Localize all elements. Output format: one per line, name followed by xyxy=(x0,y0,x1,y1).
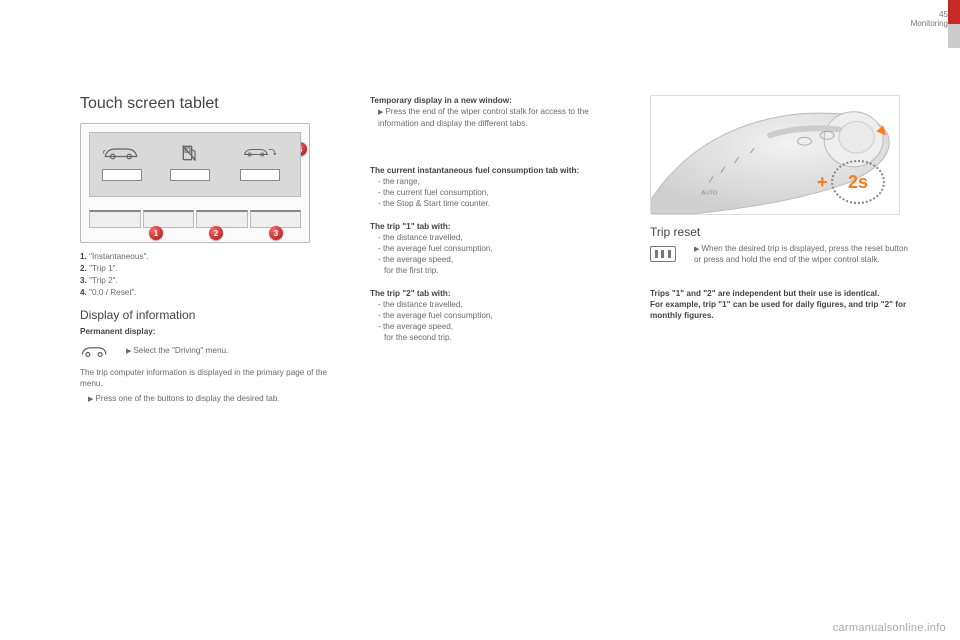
trip-reset-row: When the desired trip is displayed, pres… xyxy=(650,243,910,266)
side-tab-grey-1 xyxy=(948,24,960,36)
trip1-header: The trip "1" tab with: xyxy=(370,221,620,232)
legend-item: 2. "Trip 1". xyxy=(80,263,340,274)
list-item: the average fuel consumption, xyxy=(378,310,620,321)
bullet-3: 3 xyxy=(269,226,283,240)
value-slot-2 xyxy=(170,169,210,181)
press-tab-item: Press one of the buttons to display the … xyxy=(88,393,340,404)
bullet-1: 1 xyxy=(149,226,163,240)
temp-display-item: Press the end of the wiper control stalk… xyxy=(378,106,620,129)
value-slot-1 xyxy=(102,169,142,181)
trip2-list: the distance travelled, the average fuel… xyxy=(370,299,620,332)
page-number: 45 xyxy=(911,10,948,19)
list-item: the distance travelled, xyxy=(378,232,620,243)
fuel-pump-icon xyxy=(178,143,202,163)
odometer-reset-icon xyxy=(650,246,676,262)
list-item: the average speed, xyxy=(378,254,620,265)
trip2-footer: for the second trip. xyxy=(370,332,620,343)
temp-display-header: Temporary display in a new window: xyxy=(370,95,620,106)
trip1-footer: for the first trip. xyxy=(370,265,620,276)
current-tab-header: The current instantaneous fuel consumpti… xyxy=(370,165,620,176)
trip-reset-item: When the desired trip is displayed, pres… xyxy=(694,243,910,266)
tablet-screen xyxy=(89,132,301,197)
heading-trip-reset: Trip reset xyxy=(650,225,910,239)
car-outline-icon xyxy=(80,341,108,359)
permanent-display-label: Permanent display: xyxy=(80,326,340,337)
bullet-2: 2 xyxy=(209,226,223,240)
side-tab-grey-2 xyxy=(948,36,960,48)
tablet-tabs xyxy=(89,210,301,228)
value-slot-3 xyxy=(240,169,280,181)
column-left: Touch screen tablet 4 xyxy=(80,95,340,405)
trips-note-1: Trips "1" and "2" are independent but th… xyxy=(650,288,910,299)
side-tab-red xyxy=(948,0,960,24)
heading-touch-screen: Touch screen tablet xyxy=(80,95,340,113)
tab-trip2 xyxy=(196,210,248,228)
wiper-stalk-figure: AUTO + 2s xyxy=(650,95,900,215)
list-item: the current fuel consumption, xyxy=(378,187,620,198)
trip1-list: the distance travelled, the average fuel… xyxy=(370,232,620,265)
footer-watermark: carmanualsonline.info xyxy=(833,622,946,634)
list-item: the average speed, xyxy=(378,321,620,332)
car-icon xyxy=(102,143,140,161)
list-item: the distance travelled, xyxy=(378,299,620,310)
select-driving-row: Select the "Driving" menu. xyxy=(80,341,340,359)
section-title: Monitoring xyxy=(911,19,948,28)
legend-item: 4. "0.0 / Reset". xyxy=(80,287,340,298)
plus-icon: + xyxy=(817,172,828,193)
list-item: the average fuel consumption, xyxy=(378,243,620,254)
hold-duration: 2s xyxy=(831,160,885,204)
tab-instantaneous xyxy=(89,210,141,228)
column-right: AUTO + 2s Trip reset When the desired tr… xyxy=(650,95,910,321)
heading-display-info: Display of information xyxy=(80,308,340,322)
car-arrow-icon xyxy=(242,143,280,161)
hold-2s-badge: + 2s xyxy=(831,160,885,204)
current-tab-list: the range, the current fuel consumption,… xyxy=(370,176,620,209)
list-item: the range, xyxy=(378,176,620,187)
column-middle: Temporary display in a new window: Press… xyxy=(370,95,620,343)
trip-computer-para: The trip computer information is display… xyxy=(80,367,340,389)
select-driving-menu: Select the "Driving" menu. xyxy=(126,345,340,356)
legend-list: 1. "Instantaneous". 2. "Trip 1". 3. "Tri… xyxy=(80,251,340,298)
trips-note-2: For example, trip "1" can be used for da… xyxy=(650,299,910,321)
legend-item: 1. "Instantaneous". xyxy=(80,251,340,262)
tab-trip1 xyxy=(143,210,195,228)
tablet-figure: 4 1 2 xyxy=(80,123,310,243)
svg-text:AUTO: AUTO xyxy=(701,190,718,196)
trip2-header: The trip "2" tab with: xyxy=(370,288,620,299)
list-item: the Stop & Start time counter. xyxy=(378,198,620,209)
page-header: 45 Monitoring xyxy=(911,10,948,28)
legend-item: 3. "Trip 2". xyxy=(80,275,340,286)
